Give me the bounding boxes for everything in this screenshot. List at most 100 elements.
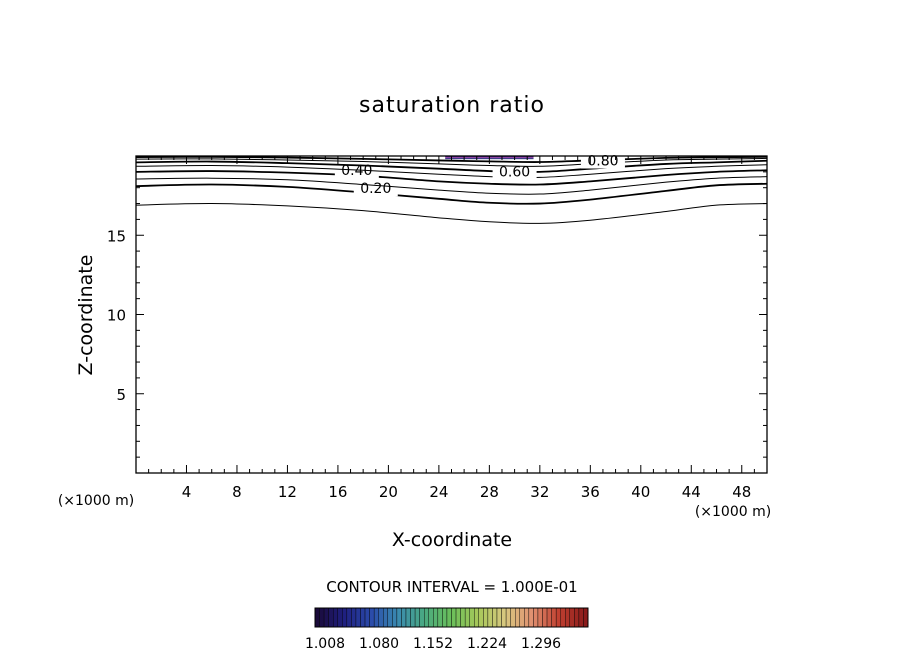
contour-label-bg-5 <box>492 165 537 180</box>
colorbar-swatch-38 <box>487 607 493 628</box>
x-axis-label: X-coordinate <box>392 529 512 551</box>
colorbar-frame <box>314 607 589 628</box>
x-tick-label-4: 4 <box>182 483 192 501</box>
contour-line-7 <box>135 155 768 163</box>
y-tick-label-10: 10 <box>107 307 126 325</box>
contour-line-2 <box>135 176 768 195</box>
colorbar-swatch-44 <box>515 607 520 628</box>
colorbar-swatch-31 <box>455 607 461 628</box>
colorbar-swatch-5 <box>337 607 343 628</box>
x-tick-labels: 4 8 12 16 20 24 28 32 36 40 44 48 <box>182 483 752 501</box>
x-tick-label-12: 12 <box>278 483 297 501</box>
contour-line-4 <box>135 164 768 179</box>
colorbar-swatch-33 <box>464 607 470 628</box>
colorbar-swatch-30 <box>451 607 457 628</box>
colorbar-swatch-53 <box>555 607 561 628</box>
x-tick-label-44: 44 <box>682 483 701 501</box>
colorbar-label-4: 1.296 <box>521 636 561 652</box>
colorbar-swatch-52 <box>551 607 557 628</box>
colorbar-swatch-4 <box>333 607 338 628</box>
contour-line-5 <box>135 159 768 173</box>
colorbar-swatch-34 <box>469 607 475 628</box>
colorbar-swatch-37 <box>483 607 489 628</box>
x-unit-right: (×1000 m) <box>695 504 771 520</box>
colorbar-swatch-28 <box>442 607 448 628</box>
contour-label-7: 0.80 <box>587 154 618 170</box>
contour-interval-label: CONTOUR INTERVAL = 1.000E-01 <box>326 578 577 596</box>
colorbar-swatch-45 <box>519 607 525 628</box>
colorbar-swatch-15 <box>383 607 389 628</box>
colorbar-swatch-12 <box>369 607 375 628</box>
contour-lines: 0.20 0.40 0.60 0.80 <box>135 154 768 224</box>
colorbar-swatch-36 <box>478 607 484 628</box>
contour-label-bg-7 <box>580 154 625 169</box>
colorbar-swatch-43 <box>510 607 516 628</box>
contour-label-1: 0.20 <box>360 181 391 197</box>
colorbar-swatch-41 <box>501 607 507 628</box>
contour-label-3: 0.40 <box>341 163 372 179</box>
colorbar-swatch-21 <box>410 607 416 628</box>
y-tick-label-5: 5 <box>116 386 126 404</box>
colorbar-swatch-51 <box>546 607 552 628</box>
colorbar-swatch-47 <box>528 607 534 628</box>
colorbar-swatch-11 <box>364 607 370 628</box>
colorbar-swatch-35 <box>474 607 480 628</box>
colorbar-swatch-29 <box>446 607 452 628</box>
contour-line-3 <box>135 169 768 186</box>
colorbar-swatch-13 <box>373 607 379 628</box>
x-tick-label-36: 36 <box>581 483 600 501</box>
colorbar-swatch-39 <box>492 607 498 628</box>
colorbar-swatch-1 <box>319 607 325 628</box>
colorbar-swatch-25 <box>428 607 434 628</box>
colorbar-swatch-57 <box>574 607 580 628</box>
y-tick-label-15: 15 <box>107 227 126 245</box>
x-tick-label-8: 8 <box>232 483 242 501</box>
colorbar-swatch-17 <box>392 607 398 628</box>
colorbar-swatch-14 <box>378 607 384 628</box>
y-axis-label: Z-coordinate <box>75 255 97 376</box>
colorbar-swatch-9 <box>355 607 361 628</box>
colorbar-swatch-54 <box>560 607 566 628</box>
colorbar-swatch-7 <box>346 607 352 628</box>
colorbar-swatch-59 <box>583 607 589 628</box>
y-tick-labels: 5 10 15 <box>107 227 126 404</box>
colorbar-swatch-23 <box>419 607 425 628</box>
colorbar-swatch-18 <box>396 607 402 628</box>
contour-line-1 <box>135 182 768 205</box>
colorbar-tick-labels: 1.008 1.080 1.152 1.224 1.296 <box>305 636 561 652</box>
axis-ticks <box>136 156 767 473</box>
colorbar-swatch-49 <box>537 607 543 628</box>
colorbar-swatch-46 <box>524 607 530 628</box>
colorbar-swatch-48 <box>533 607 539 628</box>
contour-label-bg-3 <box>334 164 379 179</box>
colorbar-swatch-20 <box>405 607 411 628</box>
colorbar-label-1: 1.080 <box>359 636 399 652</box>
colorbar-swatch-0 <box>314 607 320 628</box>
x-tick-label-16: 16 <box>328 483 347 501</box>
colorbar-label-0: 1.008 <box>305 636 345 652</box>
colorbar-swatch-24 <box>424 607 429 628</box>
colorbar-swatch-56 <box>569 607 575 628</box>
colorbar <box>314 607 589 628</box>
colorbar-swatch-10 <box>360 607 366 628</box>
chart-title: saturation ratio <box>359 93 545 118</box>
colorbar-swatch-40 <box>496 607 502 628</box>
x-tick-label-48: 48 <box>732 483 751 501</box>
colorbar-label-3: 1.224 <box>467 636 507 652</box>
colorbar-swatch-42 <box>505 607 511 628</box>
colorbar-swatch-27 <box>437 607 443 628</box>
colorbar-swatch-22 <box>414 607 420 628</box>
colorbar-swatch-19 <box>401 607 407 628</box>
colorbar-swatch-58 <box>578 607 584 628</box>
x-tick-label-28: 28 <box>480 483 499 501</box>
contour-line-0 <box>135 203 768 224</box>
x-tick-label-32: 32 <box>530 483 549 501</box>
colorbar-swatch-16 <box>387 607 393 628</box>
colorbar-swatch-26 <box>433 607 439 628</box>
x-unit-left: (×1000 m) <box>58 493 134 509</box>
x-tick-label-24: 24 <box>429 483 448 501</box>
x-tick-label-40: 40 <box>631 483 650 501</box>
colorbar-swatch-2 <box>323 607 329 628</box>
contour-label-5: 0.60 <box>499 165 530 181</box>
